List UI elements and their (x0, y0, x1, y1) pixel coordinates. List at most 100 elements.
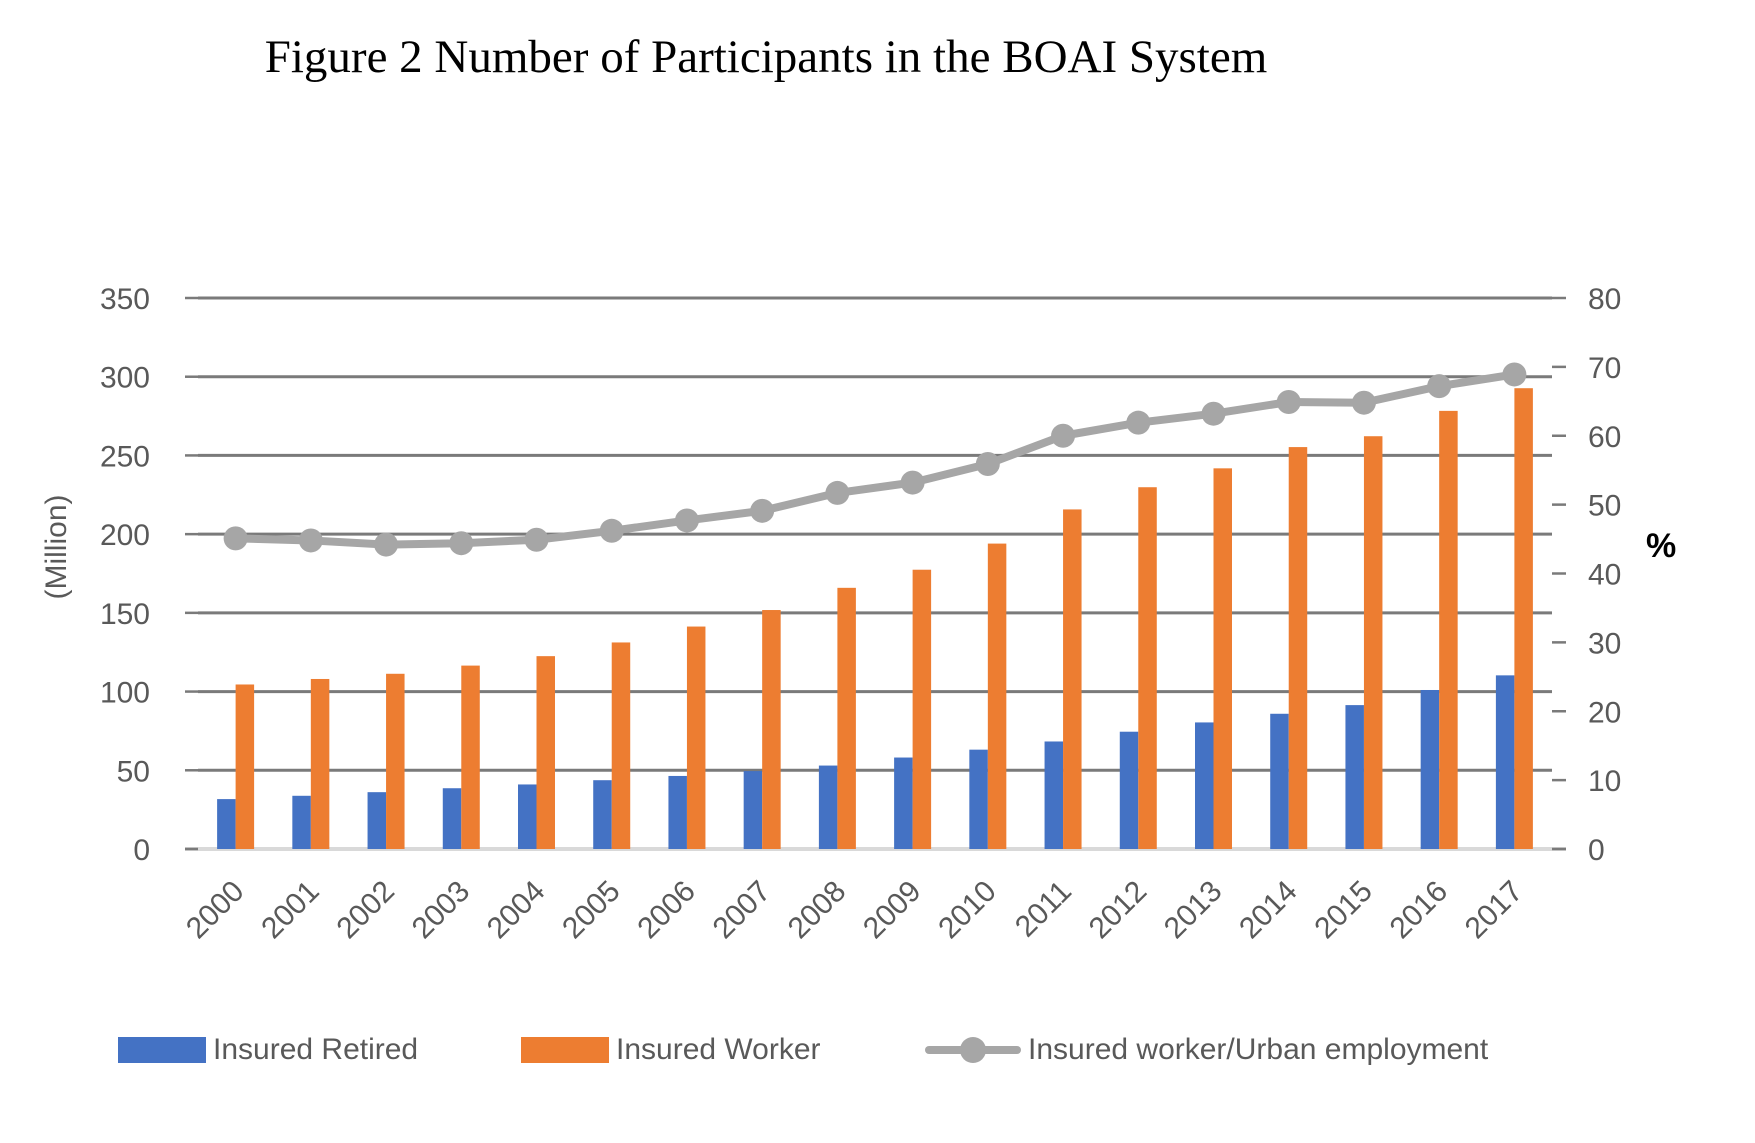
bar-insured-worker-2010 (987, 543, 1007, 849)
bar-insured-worker-2017 (1514, 388, 1533, 849)
right-axis-tick-label: 10 (1588, 765, 1621, 798)
bar-insured-retired-2002 (367, 792, 387, 849)
bar-insured-retired-2005 (593, 780, 612, 849)
bar-insured-worker-2015 (1363, 436, 1383, 849)
bar-insured-retired-2003 (442, 788, 462, 849)
bar-insured-worker-2004 (536, 656, 555, 849)
x-axis-label: 2007 (707, 875, 778, 946)
x-axis-label: 2009 (857, 875, 928, 946)
bar-insured-worker-2011 (1063, 509, 1082, 849)
x-axis-label: 2010 (932, 875, 1003, 946)
bar-insured-retired-2012 (1119, 731, 1139, 849)
bar-insured-worker-2001 (310, 678, 330, 849)
bar-insured-worker-2009 (912, 569, 932, 849)
ratio-line-marker-2006 (674, 508, 699, 533)
bar-insured-retired-2001 (292, 795, 311, 849)
ratio-line-marker-2002 (374, 532, 399, 557)
right-axis-title: % (1646, 527, 1677, 565)
chart-title: Figure 2 Number of Participants in the B… (264, 31, 1268, 83)
right-axis-tick-label: 50 (1588, 490, 1621, 523)
ratio-line-marker-2012 (1126, 410, 1151, 435)
ratio-line-marker-2009 (900, 470, 925, 495)
bar-insured-worker-2013 (1213, 468, 1232, 849)
bar-insured-worker-2008 (837, 587, 856, 849)
bar-insured-retired-2010 (969, 749, 988, 849)
x-axis-label: 2001 (255, 875, 326, 946)
left-axis-tick-label: 300 (100, 362, 150, 395)
x-axis-label: 2008 (782, 875, 853, 946)
bar-insured-worker-2007 (762, 610, 781, 849)
bar-insured-retired-2007 (743, 771, 763, 849)
x-axis-label: 2003 (406, 875, 477, 946)
legend: Insured Retired Insured Worker Insured wor… (0, 1030, 1755, 1070)
bar-insured-retired-2016 (1420, 689, 1440, 849)
legend-line-dot (960, 1037, 986, 1063)
legend-label-insured-retired: Insured Retired (213, 1033, 419, 1066)
ratio-line-marker-2003 (449, 531, 474, 556)
bar-insured-retired-2015 (1345, 705, 1364, 849)
bar-insured-worker-2000 (235, 684, 255, 849)
ratio-line-marker-2000 (223, 526, 248, 551)
ratio-line (231, 370, 1519, 549)
bar-insured-worker-2003 (461, 665, 480, 849)
x-axis-label: 2014 (1233, 875, 1304, 946)
right-axis-tick-label: 30 (1588, 627, 1621, 660)
left-axis-tick-label: 0 (133, 834, 150, 867)
ratio-line-marker-2014 (1276, 390, 1301, 415)
x-axis-label: 2000 (180, 875, 251, 946)
bar-insured-retired-2000 (217, 799, 236, 849)
x-axis-label: 2002 (330, 875, 401, 946)
x-axis-label: 2017 (1459, 875, 1530, 946)
legend-line-marker-insured-worker-urban-employment (925, 1034, 1021, 1066)
legend-swatch-insured-worker (521, 1037, 609, 1063)
legend-item-insured-worker-urban-employment: Insured worker/Urban employment (925, 1030, 1488, 1070)
legend-item-insured-worker: Insured Worker (521, 1030, 821, 1070)
bar-insured-retired-2013 (1195, 722, 1214, 849)
x-axis-label: 2012 (1083, 875, 1154, 946)
bar-insured-retired-2014 (1270, 713, 1289, 849)
right-axis-tick-label: 0 (1588, 834, 1605, 867)
bar-insured-retired-2006 (668, 775, 687, 849)
bar-insured-worker-2005 (611, 642, 631, 849)
bar-insured-retired-2004 (518, 784, 537, 849)
x-axis-label: 2005 (556, 875, 627, 946)
bar-insured-worker-2016 (1439, 410, 1458, 849)
bar-insured-worker-2006 (686, 626, 706, 849)
right-axis-tick-label: 60 (1588, 421, 1621, 454)
ratio-line-marker-2005 (599, 518, 624, 543)
bar-insured-retired-2017 (1495, 675, 1515, 849)
ratio-line-marker-2011 (1051, 423, 1076, 448)
right-axis-tick-label: 40 (1588, 559, 1621, 592)
x-axis-label: 2011 (1009, 875, 1078, 944)
left-axis-tick-label: 200 (100, 519, 150, 552)
right-axis-tick-label: 20 (1588, 696, 1621, 729)
ratio-line-marker-2007 (750, 498, 775, 523)
x-axis-label: 2015 (1308, 875, 1379, 946)
ratio-line-marker-2013 (1201, 401, 1226, 426)
ratio-line-marker-2010 (975, 451, 1000, 476)
ratio-line-marker-2004 (524, 527, 549, 552)
bar-insured-retired-2008 (818, 765, 838, 849)
bar-insured-worker-2002 (386, 673, 405, 849)
bar-insured-worker-2014 (1288, 447, 1308, 849)
ratio-line-marker-2001 (298, 528, 323, 553)
ratio-line-marker-2017 (1502, 362, 1527, 387)
right-axis-tick-label: 80 (1588, 283, 1621, 316)
ratio-line-marker-2016 (1427, 374, 1452, 399)
x-axis-label: 2016 (1384, 875, 1455, 946)
legend-item-insured-retired: Insured Retired (118, 1030, 418, 1070)
x-axis-label: 2004 (481, 875, 552, 946)
legend-label-insured-worker-urban-employment: Insured worker/Urban employment (1028, 1033, 1489, 1066)
left-axis-tick-label: 50 (117, 755, 150, 788)
ratio-line-marker-2008 (825, 480, 850, 505)
left-axis-tick-label: 250 (100, 440, 150, 473)
left-axis-tick-label: 350 (100, 283, 150, 316)
left-axis-tick-label: 100 (100, 677, 150, 710)
right-axis-tick-label: 70 (1588, 352, 1621, 385)
left-axis-tick-label: 150 (100, 598, 150, 631)
bar-insured-retired-2009 (894, 757, 913, 849)
ratio-line-marker-2015 (1351, 390, 1376, 415)
legend-label-insured-worker: Insured Worker (616, 1033, 821, 1066)
